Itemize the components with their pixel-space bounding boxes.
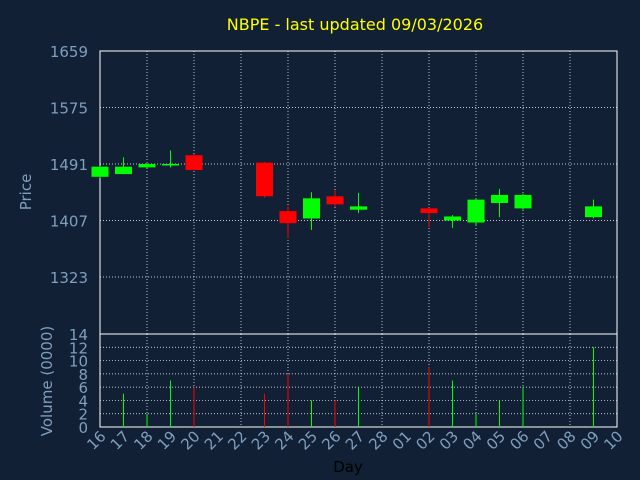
volume-tick-label: 8 [78, 366, 88, 384]
volume-tick-label: 10 [69, 353, 88, 371]
day-tick-label: 18 [130, 427, 156, 453]
price-plot-frame [99, 50, 618, 335]
day-tick-label: 27 [342, 427, 368, 453]
candle-body [444, 216, 461, 221]
day-tick-label: 05 [483, 427, 509, 453]
day-tick-label: 28 [365, 427, 391, 453]
volume-tick-label: 4 [78, 392, 88, 410]
day-tick-label: 23 [248, 427, 274, 453]
candle-body [491, 194, 508, 204]
candle-body [467, 199, 485, 223]
volume-axis-label: Volume (0000) [38, 326, 56, 436]
price-tick-label: 1407 [50, 213, 88, 231]
price-axis-label: Price [17, 174, 35, 211]
candle-body [585, 206, 602, 218]
candle-body [420, 208, 438, 214]
candle-body [138, 164, 156, 168]
volume-tick-label: 2 [78, 406, 88, 424]
day-tick-label: 25 [295, 427, 321, 453]
day-tick-label: 26 [318, 427, 344, 453]
candle-body [514, 194, 532, 209]
candle-body [162, 164, 179, 166]
candle-body [185, 155, 203, 171]
day-tick-label: 03 [436, 427, 462, 453]
day-tick-label: 06 [506, 427, 532, 453]
candle-body [350, 206, 367, 210]
price-tick-label: 1575 [50, 100, 88, 118]
day-tick-label: 07 [530, 427, 556, 453]
day-tick-label: 24 [271, 427, 297, 453]
day-tick-label: 02 [412, 427, 438, 453]
volume-tick-label: 6 [78, 379, 88, 397]
day-tick-label: 21 [201, 427, 227, 453]
day-tick-label: 04 [459, 427, 485, 453]
day-tick-label: 08 [553, 427, 579, 453]
volume-tick-label: 12 [69, 339, 88, 357]
candle-body [326, 196, 344, 205]
volume-tick-label: 14 [69, 326, 88, 344]
day-tick-label: 01 [389, 427, 415, 453]
day-tick-label: 10 [600, 427, 626, 453]
day-tick-label: 09 [577, 427, 603, 453]
candle-body [303, 198, 320, 219]
price-tick-label: 1491 [50, 156, 88, 174]
candle-body [91, 166, 109, 177]
day-axis-label: Day [333, 458, 363, 476]
chart-title: NBPE - last updated 09/03/2026 [227, 15, 483, 34]
day-tick-label: 22 [224, 427, 250, 453]
price-tick-label: 1323 [50, 269, 88, 287]
candle-body [115, 166, 132, 175]
price-tick-label: 1659 [50, 43, 88, 61]
candle-body [279, 211, 297, 224]
day-tick-label: 19 [154, 427, 180, 453]
day-tick-label: 17 [107, 427, 133, 453]
day-tick-label: 20 [177, 427, 203, 453]
candle-body [256, 162, 273, 197]
volume-tick-label: 0 [78, 419, 88, 437]
